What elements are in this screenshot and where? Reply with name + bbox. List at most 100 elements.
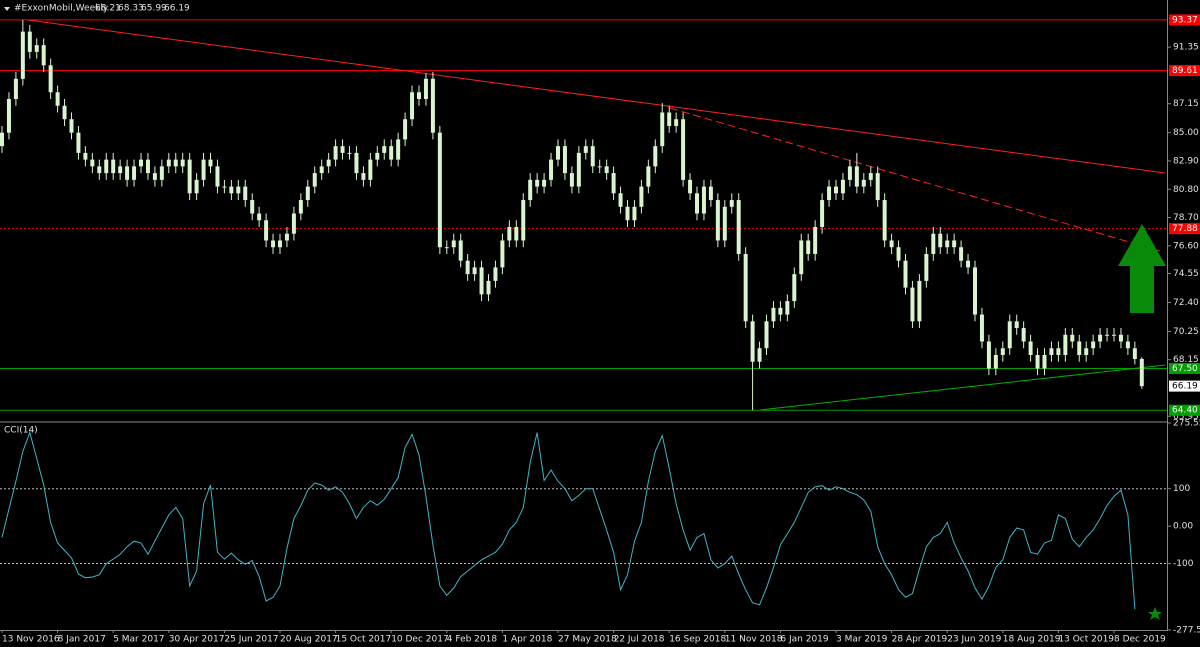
x-tick-label: 25 Jun 2017 — [224, 635, 278, 645]
menu-icon — [4, 7, 10, 11]
candle-body — [875, 173, 880, 201]
x-tick-label: 22 Jul 2018 — [614, 635, 665, 645]
candle-body — [236, 186, 241, 194]
candle-body — [132, 166, 137, 180]
candle-body — [507, 226, 512, 241]
level-label: 89.61 — [1172, 66, 1198, 76]
candle-body — [729, 200, 734, 207]
candle-body — [757, 348, 762, 362]
candle-body — [159, 166, 164, 180]
candle-body — [500, 240, 505, 268]
candle-body — [528, 179, 533, 201]
x-tick-label: 13 Nov 2016 — [2, 635, 60, 645]
candle-body — [736, 200, 741, 254]
candle-body — [840, 179, 845, 194]
candle-body — [284, 233, 289, 241]
candle-body — [701, 186, 706, 214]
candle-body — [653, 146, 658, 167]
y-tick-label: 87.15 — [1173, 99, 1199, 109]
current-price-label: 66.19 — [1172, 382, 1198, 392]
candle-body — [1042, 354, 1047, 369]
candle-body — [368, 159, 373, 180]
candle-body — [1118, 334, 1123, 342]
candle-body — [646, 166, 651, 187]
level-label-box — [1169, 14, 1200, 26]
x-tick-label: 8 Dec 2019 — [1114, 635, 1166, 645]
candle-body — [13, 78, 18, 100]
x-tick-label: 13 Oct 2019 — [1058, 635, 1114, 645]
candles — [0, 19, 1144, 411]
candle-body — [847, 166, 852, 180]
candle-body — [590, 146, 595, 167]
y-tick-label: 80.80 — [1173, 185, 1199, 195]
candle-body — [604, 166, 609, 174]
candle-body — [396, 139, 401, 160]
candle-body — [403, 119, 408, 140]
candle-body — [347, 152, 352, 154]
candle-body — [410, 92, 415, 120]
candle-body — [55, 92, 60, 106]
candle-body — [312, 173, 317, 187]
level-label: 93.37 — [1172, 15, 1198, 25]
cci-name: CCI(14) — [4, 426, 38, 436]
candle-body — [771, 307, 776, 322]
candle-body — [486, 280, 491, 295]
candle-body — [688, 179, 693, 194]
candle-body — [187, 159, 192, 194]
candle-body — [83, 152, 88, 160]
candle-body — [326, 159, 331, 167]
candle-body — [375, 152, 380, 160]
candle-body — [298, 200, 303, 214]
y-tick-label: 82.90 — [1173, 156, 1199, 166]
candle-body — [361, 173, 366, 180]
candle-body — [1112, 334, 1116, 336]
x-tick-label: 10 Dec 2017 — [391, 635, 449, 645]
candle-body — [423, 78, 428, 100]
candle-body — [979, 314, 984, 342]
candle-body — [215, 166, 220, 187]
candle-body — [778, 307, 783, 315]
open-value: 68.21 — [95, 4, 121, 14]
candle-body — [389, 146, 394, 160]
candle-body — [945, 240, 950, 248]
candle-body — [973, 267, 977, 315]
candle-body — [924, 253, 929, 281]
candle-body — [889, 240, 894, 248]
candle-body — [257, 213, 262, 221]
candle-body — [764, 321, 769, 349]
candle-body — [743, 253, 748, 322]
candle-body — [250, 200, 255, 214]
candle-body — [1125, 341, 1130, 349]
candle-body — [785, 301, 790, 315]
candle-body — [959, 247, 964, 261]
candle-body — [479, 267, 484, 295]
x-tick-label: 20 Aug 2017 — [280, 635, 338, 645]
x-tick-label: 16 Sep 2018 — [669, 635, 726, 645]
candle-body — [243, 186, 248, 201]
candle-body — [354, 152, 359, 174]
candle-body — [1014, 321, 1019, 329]
candle-body — [319, 166, 324, 174]
y-tick-label: 78.70 — [1173, 213, 1199, 223]
candle-body — [660, 112, 665, 147]
candle-body — [305, 186, 310, 201]
candle-body — [145, 159, 150, 174]
candle-body — [931, 233, 936, 254]
y-tick-label: 85.00 — [1173, 128, 1199, 138]
candle-body — [632, 206, 637, 221]
candle-body — [868, 173, 873, 180]
x-tick-label: 15 Oct 2017 — [336, 635, 392, 645]
candle-body — [625, 206, 630, 221]
candle-body — [882, 200, 887, 241]
x-tick-label: 1 Apr 2018 — [502, 635, 552, 645]
up-arrow — [1118, 224, 1166, 313]
candle-body — [125, 166, 130, 180]
candle-body — [194, 179, 199, 194]
level-label-box — [1169, 404, 1200, 416]
candle-body — [750, 321, 755, 362]
candle-body — [34, 45, 39, 52]
candle-body — [291, 213, 296, 234]
candle-body — [41, 45, 46, 66]
